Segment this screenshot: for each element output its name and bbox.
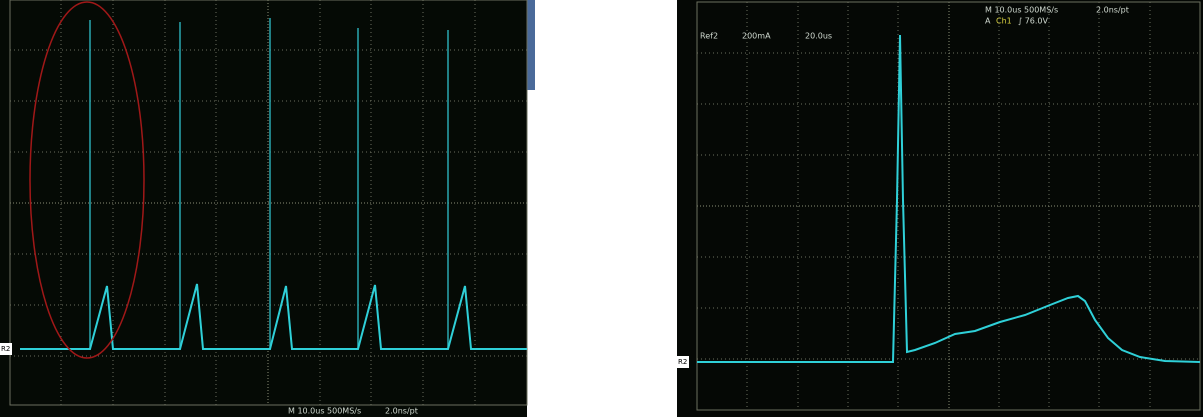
ref-label: Ref2	[700, 32, 718, 41]
scrollbar	[527, 0, 535, 90]
marker-box	[0, 343, 12, 355]
trigger-channel: Ch1	[996, 17, 1012, 26]
marker-box	[677, 356, 689, 368]
highlight-ellipse	[29, 1, 145, 359]
trigger-source: A	[985, 17, 991, 26]
waveform	[697, 34, 1201, 363]
channel-marker: R2	[1, 345, 10, 353]
screen	[677, 0, 1203, 417]
right-scope: R2 M 10.0us 500MS/s 2.0ns/pt A Ch1 ∫ 76.…	[677, 0, 1203, 417]
status-text: M 10.0us 500MS/s	[288, 407, 361, 416]
ref-time: 20.0us	[805, 32, 832, 41]
grid	[696, 1, 1201, 411]
channel-marker: R2	[678, 358, 687, 366]
resolution-text: 2.0ns/pt	[1096, 6, 1129, 15]
status-text: M 10.0us 500MS/s	[985, 6, 1058, 15]
grid	[9, 0, 528, 406]
ref-scale: 200mA	[742, 32, 771, 41]
waveform	[20, 18, 527, 350]
resolution-text: 2.0ns/pt	[385, 407, 418, 416]
trigger-level: ∫ 76.0V	[1018, 17, 1049, 26]
left-scope: R2 M 10.0us 500MS/s 2.0ns/pt	[0, 0, 535, 417]
screen	[0, 0, 527, 417]
